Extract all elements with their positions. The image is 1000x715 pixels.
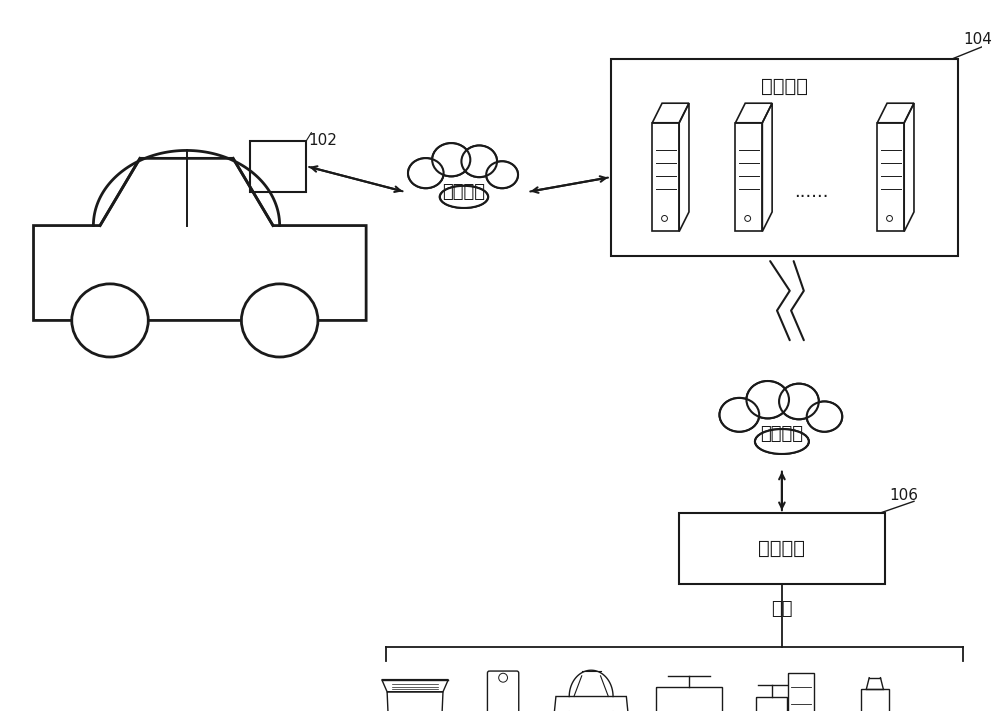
Ellipse shape bbox=[433, 144, 469, 175]
Text: 通信网络: 通信网络 bbox=[442, 183, 485, 201]
Ellipse shape bbox=[440, 186, 488, 208]
Text: 操作终端: 操作终端 bbox=[758, 539, 805, 558]
Text: 数据平台: 数据平台 bbox=[761, 77, 808, 96]
Ellipse shape bbox=[604, 711, 622, 715]
Ellipse shape bbox=[487, 162, 517, 187]
Text: 102: 102 bbox=[308, 133, 337, 148]
Ellipse shape bbox=[719, 398, 759, 432]
Ellipse shape bbox=[408, 158, 444, 188]
Ellipse shape bbox=[561, 711, 578, 715]
Ellipse shape bbox=[720, 399, 758, 431]
Ellipse shape bbox=[486, 162, 518, 188]
Ellipse shape bbox=[808, 403, 841, 431]
Bar bbox=[250, 141, 306, 192]
Ellipse shape bbox=[462, 147, 496, 177]
Ellipse shape bbox=[432, 143, 470, 177]
Text: 104: 104 bbox=[963, 31, 992, 46]
Ellipse shape bbox=[72, 284, 148, 357]
Bar bbox=[679, 513, 885, 584]
Ellipse shape bbox=[241, 284, 318, 357]
Bar bbox=[861, 689, 889, 715]
Bar bbox=[656, 687, 722, 715]
Bar bbox=[788, 673, 814, 715]
Ellipse shape bbox=[748, 382, 788, 418]
Ellipse shape bbox=[746, 381, 789, 418]
Ellipse shape bbox=[780, 385, 818, 418]
Ellipse shape bbox=[807, 402, 842, 432]
Text: 例如: 例如 bbox=[771, 600, 793, 618]
Ellipse shape bbox=[779, 384, 819, 419]
Ellipse shape bbox=[756, 430, 808, 453]
Ellipse shape bbox=[461, 145, 497, 177]
Ellipse shape bbox=[755, 429, 809, 454]
Text: 106: 106 bbox=[890, 488, 919, 503]
Bar bbox=[756, 696, 787, 715]
Text: ......: ...... bbox=[794, 183, 829, 201]
Text: 通信网络: 通信网络 bbox=[760, 425, 803, 443]
Ellipse shape bbox=[441, 187, 487, 207]
Bar bbox=[611, 59, 958, 256]
Ellipse shape bbox=[409, 159, 443, 187]
